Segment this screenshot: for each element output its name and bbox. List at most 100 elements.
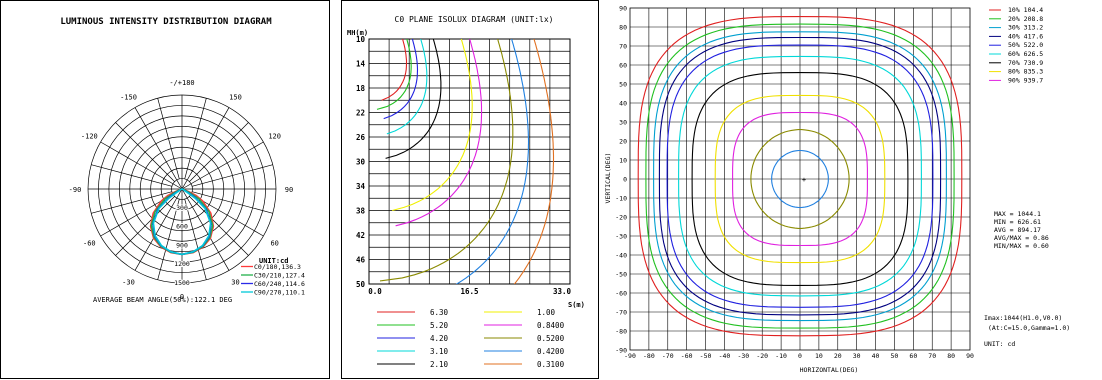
iso-xtick: -30	[737, 352, 749, 360]
polar-spoke	[184, 98, 207, 180]
iso-ytick: -80	[615, 328, 627, 336]
isolux-contour-0.4200	[455, 39, 530, 284]
isolux-xlabel: S(m)	[568, 301, 585, 309]
polar-angle-label: -150	[120, 93, 137, 101]
iso-ytick: 0	[623, 176, 627, 184]
polar-labels: -/+1801501209060300-30-60-90-120-1503006…	[69, 79, 294, 301]
isolux-ytick: 50	[356, 280, 366, 289]
polar-angle-label: 30	[231, 279, 239, 287]
iso-contour-50pct	[666, 44, 934, 308]
iso-legend-label: 40% 417.6	[1008, 32, 1043, 40]
isocandela-imax: Imax:1044(H1.0,V0.0) (At:C=15.0,Gamma=1.0…	[984, 314, 1070, 332]
iso-legend-label: 90% 939.7	[1008, 76, 1043, 84]
isolux-contour-0.8400	[395, 39, 483, 227]
iso-xtick: 10	[815, 352, 823, 360]
isolux-xtick: 16.5	[460, 287, 478, 296]
isolux-contour-4.20	[383, 39, 419, 120]
iso-max-marker: +	[802, 176, 806, 184]
polar-spoke	[189, 196, 249, 256]
polar-radial-label: 900	[176, 241, 188, 249]
isocandela-ticks: -90 -80 -70 -60 -50 -40 -30 -20 -10 0 10 20 30 40 50 60…	[615, 5, 974, 361]
isocandela-legend: 10% 104.420% 208.830% 313.240% 417.650% …	[989, 6, 1043, 84]
isolux-contour-1.00	[392, 39, 473, 212]
isolux-contour-0.3100	[513, 39, 555, 284]
polar-spoke	[191, 191, 273, 214]
iso-stat-line: MIN = 626.61	[994, 218, 1041, 226]
iso-contour-40pct	[658, 36, 942, 316]
polar-spoke	[134, 188, 183, 271]
isolux-ytick: 42	[356, 231, 365, 240]
isolux-ytick: 38	[356, 207, 366, 216]
iso-contour-inner	[750, 129, 850, 229]
isolux-contour-group	[376, 39, 555, 284]
isolux-legend-label: 6.30	[430, 308, 449, 317]
isolux-chart: C0 PLANE ISOLUX DIAGRAM (UNIT:lx) MH(m) …	[347, 15, 585, 369]
polar-beam-angle: AVERAGE BEAM ANGLE(50%):122.1 DEG	[93, 296, 232, 304]
polar-spoke	[181, 188, 230, 271]
isolux-xtick: 33.0	[553, 287, 572, 296]
iso-contour-20pct	[645, 23, 955, 329]
polar-angle-label: -30	[122, 279, 135, 287]
isolux-legend-label: 0.3100	[537, 360, 565, 369]
polar-chart: LUMINOUS INTENSITY DISTRIBUTION DIAGRAM …	[60, 17, 305, 304]
polar-spoke	[115, 196, 175, 256]
iso-legend-label: 70% 730.9	[1008, 59, 1043, 67]
polar-angle-label: 150	[229, 93, 242, 101]
isolux-legend-label: 0.4200	[537, 347, 565, 356]
isocandela-diagram-panel: + -90 -80 -70 -60 -50 -40 -30 -20 -10 0 10 20 30 40 50…	[600, 0, 1102, 379]
iso-xtick: -80	[643, 352, 655, 360]
iso-stat-line: AVG = 894.17	[994, 226, 1041, 234]
iso-imax-line: Imax:1044(H1.0,V0.0)	[984, 314, 1062, 322]
iso-contour-90pct	[732, 111, 868, 247]
iso-ytick: 30	[619, 119, 627, 127]
iso-ytick: 80	[619, 24, 627, 32]
iso-legend-label: 10% 104.4	[1008, 6, 1043, 14]
polar-angle-label: -60	[83, 240, 96, 248]
isolux-contour-3.10	[386, 39, 428, 135]
isolux-ytick: 18	[356, 84, 366, 93]
iso-legend-label: 30% 313.2	[1008, 24, 1043, 32]
polar-spoke	[115, 122, 175, 182]
isocandela-chart: + -90 -80 -70 -60 -50 -40 -30 -20 -10 0 10 20 30 40 50…	[604, 5, 1070, 375]
polar-spoke	[184, 198, 207, 280]
polar-legend-label: C60/240,114.6	[254, 280, 305, 288]
polar-legend: C0/180,136.3C30/210,127.4C60/240,114.6C9…	[241, 263, 305, 297]
iso-contour-70pct	[691, 72, 909, 286]
iso-xtick: 40	[872, 352, 880, 360]
iso-contour-inner	[771, 149, 829, 209]
iso-xtick: 70	[928, 352, 936, 360]
polar-angle-label: -90	[69, 186, 82, 194]
isocandela-curves: +	[637, 16, 963, 337]
iso-ytick: 50	[619, 81, 627, 89]
polar-legend-label: C0/180,136.3	[254, 263, 301, 271]
polar-grid	[87, 94, 277, 284]
iso-ytick: 70	[619, 43, 627, 51]
iso-ytick: 90	[619, 5, 627, 13]
iso-stat-line: MIN/MAX = 0.60	[994, 242, 1049, 250]
isolux-contour-0.5200	[379, 39, 514, 282]
isolux-legend-label: 1.00	[537, 308, 556, 317]
iso-ytick: -50	[615, 271, 627, 279]
polar-spoke	[189, 122, 249, 182]
isocandela-ylabel: VERTICAL(DEG)	[604, 153, 612, 204]
polar-angle-label: 120	[268, 133, 281, 141]
polar-radial-label: 1500	[174, 279, 190, 287]
iso-ytick: 20	[619, 138, 627, 146]
isolux-ytick: 26	[356, 133, 366, 142]
polar-angle-label: 0	[180, 293, 184, 301]
iso-legend-label: 20% 208.8	[1008, 15, 1043, 23]
iso-ytick: 10	[619, 157, 627, 165]
iso-ytick: 60	[619, 62, 627, 70]
polar-spoke	[91, 164, 173, 187]
iso-ytick: -70	[615, 309, 627, 317]
polar-spoke	[157, 198, 180, 280]
isolux-curves	[376, 39, 555, 284]
iso-xtick: 60	[909, 352, 917, 360]
iso-imax-line: (At:C=15.0,Gamma=1.0)	[988, 324, 1070, 332]
iso-xtick: -50	[700, 352, 712, 360]
polar-legend-label: C30/210,127.4	[254, 272, 305, 280]
polar-diagram-panel: LUMINOUS INTENSITY DISTRIBUTION DIAGRAM …	[0, 0, 330, 379]
polar-spoke	[157, 98, 180, 180]
iso-stat-line: AVG/MAX = 0.86	[994, 234, 1049, 242]
